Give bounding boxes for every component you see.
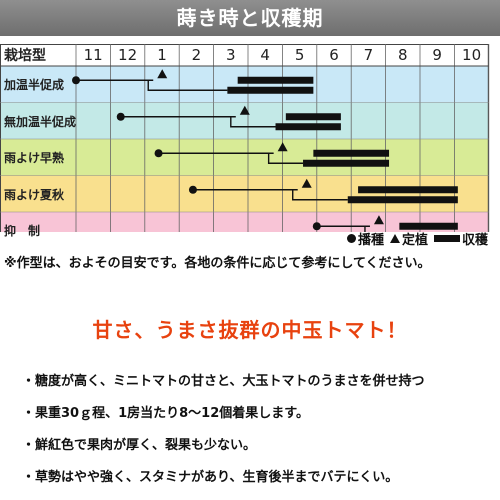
- cultivation-type-label: 雨よけ早熟: [4, 151, 65, 166]
- harvest-bar: [285, 113, 341, 121]
- disclaimer-note: ※作型は、およその目安です。各地の条件に応じて参考にしてください。: [4, 256, 431, 271]
- legend-harvest-label: 収穫: [461, 233, 488, 248]
- month-label: 7: [363, 46, 374, 64]
- legend-plant: 定植: [389, 229, 428, 248]
- header-title: 蒔き時と収穫期: [176, 6, 324, 30]
- month-label: 9: [432, 46, 442, 64]
- month-label: 12: [118, 46, 138, 64]
- month-label: 11: [83, 46, 103, 64]
- row-background: [0, 175, 489, 212]
- month-label: 4: [260, 46, 270, 64]
- harvest-bar: [227, 86, 314, 94]
- harvest-bar: [347, 196, 458, 204]
- harvest-bar: [275, 123, 341, 131]
- harvest-bar: [399, 222, 458, 230]
- month-label: 3: [226, 46, 236, 64]
- legend: 播種 定植 収穫: [346, 229, 488, 248]
- growth-period-line: [267, 153, 304, 164]
- month-label: 1: [157, 46, 167, 64]
- feature-item: ・鮮紅色で果肉が厚く、裂果も少ない。: [22, 438, 257, 453]
- month-label: 8: [398, 46, 408, 64]
- grid-border: [0, 44, 489, 232]
- sowing-dot: [154, 149, 163, 158]
- planting-triangle-icon: [389, 234, 400, 243]
- legend-plant-label: 定植: [401, 233, 428, 248]
- tagline: 甘さ、うまさ抜群の中玉トマト！: [92, 318, 408, 342]
- cultivation-type-label: 加温半促成: [4, 78, 65, 93]
- row-background: [0, 139, 489, 176]
- feature-item: ・果重30ｇ程、1房当たり8～12個着果します。: [22, 406, 309, 421]
- harvest-bar: [237, 76, 314, 84]
- cultivation-calendar: [0, 44, 490, 232]
- feature-list: ・糖度が高く、ミニトマトの甘さと、大玉トマトのうまさを併せ持つ ・果重30ｇ程、…: [22, 370, 424, 498]
- month-label: 6: [329, 46, 339, 64]
- cultivation-type-label: 抑 制: [4, 224, 41, 239]
- sowing-dot-icon: [346, 234, 356, 243]
- feature-item: ・糖度が高く、ミニトマトの甘さと、大玉トマトのうまさを併せ持つ: [22, 374, 425, 389]
- month-label: 10: [462, 46, 482, 64]
- header-bar: 蒔き時と収穫期: [0, 0, 500, 36]
- harvest-bar: [303, 159, 390, 167]
- cultivation-type-label: 雨よけ夏秋: [4, 187, 65, 202]
- feature-item: ・草勢はやや強く、スタミナがあり、生育後半までバテにくい。: [22, 470, 399, 485]
- harvest-bar: [313, 149, 390, 157]
- growth-period-line: [230, 116, 276, 128]
- month-header-band: [0, 44, 489, 66]
- legend-sow-label: 播種: [357, 233, 384, 248]
- month-label: 5: [294, 46, 305, 64]
- cultivation-type-header: 栽培型: [4, 48, 46, 64]
- planting-triangle: [157, 69, 168, 79]
- growth-period-line: [147, 80, 228, 91]
- legend-harvest: 収穫: [433, 229, 488, 248]
- harvest-bar: [358, 186, 458, 194]
- planting-triangle: [301, 178, 312, 188]
- planting-triangle: [373, 215, 384, 225]
- sowing-dot: [312, 222, 321, 231]
- cultivation-type-label: 無加温半促成: [4, 114, 77, 129]
- month-label: 2: [191, 46, 202, 64]
- planting-triangle: [277, 142, 288, 152]
- legend-sow: 播種: [346, 229, 384, 248]
- harvest-bar-icon: [433, 235, 460, 242]
- growth-period-line: [364, 226, 366, 232]
- sowing-dot: [116, 112, 125, 121]
- sowing-dot: [72, 76, 80, 85]
- row-background: [0, 66, 489, 103]
- row-background: [0, 212, 489, 232]
- growth-period-line: [292, 189, 348, 201]
- planting-triangle: [239, 105, 250, 115]
- sowing-dot: [188, 185, 197, 194]
